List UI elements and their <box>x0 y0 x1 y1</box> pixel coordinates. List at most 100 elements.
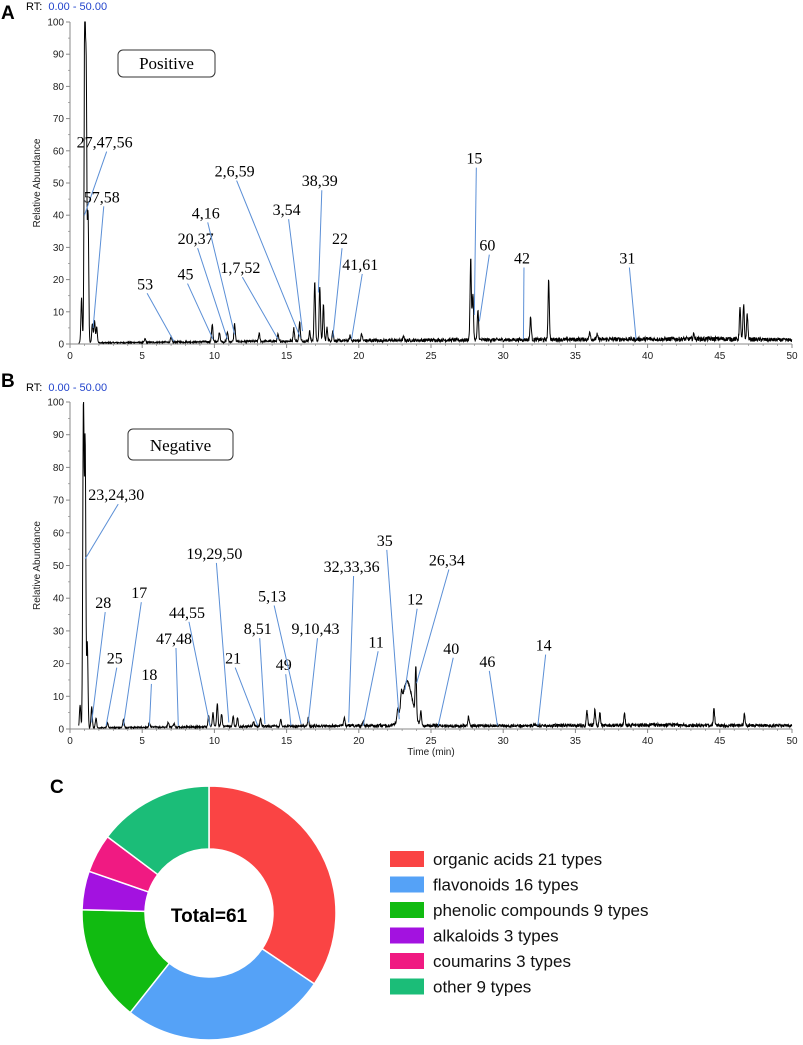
peak-annotation: 38,39 <box>302 173 338 293</box>
peak-label: 4,16 <box>192 205 220 222</box>
x-tick-label: 15 <box>281 351 293 362</box>
peak-label: 15 <box>466 151 482 168</box>
y-tick-label: 90 <box>53 50 65 61</box>
x-tick-label: 20 <box>353 351 365 362</box>
y-tick-label: 50 <box>53 179 65 190</box>
y-tick-label: 100 <box>47 398 64 409</box>
peak-annotation: 27,47,56 <box>77 135 133 216</box>
peak-label: 60 <box>479 238 495 255</box>
y-tick-label: 40 <box>53 211 65 222</box>
peak-annotation: 22 <box>332 231 348 338</box>
x-tick-label: 15 <box>281 736 293 747</box>
legend-swatch <box>390 851 424 867</box>
peak-label: 12 <box>407 592 423 609</box>
peak-label: 26,34 <box>429 553 465 570</box>
y-tick-label: 10 <box>53 692 65 703</box>
peak-label: 47,48 <box>156 631 192 648</box>
peak-leader-line <box>473 167 477 316</box>
x-tick-label: 0 <box>67 351 73 362</box>
y-tick-label: 70 <box>53 496 65 507</box>
x-tick-label: 20 <box>353 736 365 747</box>
x-tick-label: 25 <box>425 736 437 747</box>
peak-leader-line <box>362 651 379 726</box>
chromatogram-trace <box>78 21 793 345</box>
panel-letter-c: C <box>50 777 64 798</box>
peak-annotation: 60 <box>478 238 495 322</box>
legend-swatch <box>390 927 424 944</box>
x-tick-label: 5 <box>139 736 145 747</box>
rt-range-b: RT: 0.00 - 50.00 <box>26 382 107 394</box>
legend-swatch <box>390 902 424 918</box>
peak-annotation: 12 <box>404 592 423 690</box>
peak-annotation: 25 <box>105 651 123 726</box>
y-tick-label: 60 <box>53 146 65 157</box>
y-axis-label: Relative Abundance <box>32 138 43 227</box>
peak-leader-line <box>478 254 490 322</box>
peak-annotation: 4,16 <box>192 205 236 335</box>
peak-leader-line <box>92 206 105 328</box>
peak-leader-line <box>386 549 400 720</box>
legend-label: phenolic compounds 9 types <box>433 901 648 920</box>
peak-annotation: 26,34 <box>416 553 465 684</box>
peak-label: 49 <box>276 657 292 674</box>
peak-leader-line <box>234 667 259 726</box>
peak-leader-line <box>351 273 363 340</box>
peak-annotation: 49 <box>276 657 292 726</box>
peak-annotation: 8,51 <box>244 621 272 725</box>
y-tick-label: 10 <box>53 307 65 318</box>
peak-annotation: 31 <box>619 251 637 340</box>
peak-annotation: 1,7,52 <box>220 260 279 340</box>
peak-annotation: 47,48 <box>156 631 192 726</box>
peak-label: 53 <box>137 276 153 293</box>
peak-label: 27,47,56 <box>77 135 133 152</box>
peak-label: 9,10,43 <box>291 621 339 638</box>
peak-leader-line <box>437 657 454 726</box>
x-tick-label: 25 <box>425 351 437 362</box>
peak-leader-line <box>288 219 303 332</box>
x-tick-label: 45 <box>714 736 726 747</box>
peak-leader-line <box>105 667 118 726</box>
peak-label: 25 <box>107 651 123 668</box>
legend-label: flavonoids 16 types <box>433 876 579 895</box>
peak-annotation: 5,13 <box>258 588 302 725</box>
peak-annotation: 14 <box>536 638 552 726</box>
peak-annotation: 57,58 <box>84 189 120 328</box>
panel-letter-a: A <box>1 3 15 24</box>
x-tick-label: 0 <box>67 736 73 747</box>
x-axis-label: Time (min) <box>407 747 454 758</box>
donut-legend: organic acids 21 types flavonoids 16 type… <box>390 850 648 997</box>
peak-annotation: 20,37 <box>178 231 228 340</box>
x-tick-label: 40 <box>642 736 654 747</box>
x-tick-label: 50 <box>786 736 798 747</box>
peak-label: 40 <box>443 641 459 658</box>
peak-annotation: 18 <box>141 667 157 726</box>
legend-item: coumarins 3 types <box>390 952 571 971</box>
rt-value-a: 0.00 - 50.00 <box>48 1 107 13</box>
peak-annotation: 35 <box>377 533 400 720</box>
x-tick-label: 5 <box>139 351 145 362</box>
legend-swatch <box>390 978 424 995</box>
x-tick-label: 35 <box>570 736 582 747</box>
peak-leader-line <box>285 674 292 726</box>
x-tick-label: 30 <box>498 736 510 747</box>
peak-leader-line <box>416 569 450 684</box>
peak-leader-line <box>83 151 108 216</box>
legend-item: phenolic compounds 9 types <box>390 901 648 920</box>
peak-annotation: 15 <box>466 151 482 316</box>
legend-item: other 9 types <box>390 978 531 997</box>
rt-prefix-b: RT: <box>26 382 42 394</box>
peak-leader-line <box>537 654 547 726</box>
peak-label: 1,7,52 <box>220 260 260 277</box>
peak-annotation: 2,6,59 <box>215 164 301 338</box>
peak-leader-line <box>332 248 343 338</box>
peak-annotation: 45 <box>178 267 214 340</box>
peak-leader-line <box>348 576 355 723</box>
peak-leader-line <box>317 190 323 293</box>
peak-leader-line <box>197 248 228 340</box>
peak-leader-line <box>146 293 175 342</box>
x-tick-label: 10 <box>209 736 221 747</box>
legend-label: alkaloids 3 types <box>433 927 559 946</box>
peak-label: 20,37 <box>178 231 214 248</box>
y-tick-label: 90 <box>53 430 65 441</box>
x-tick-label: 45 <box>714 351 726 362</box>
